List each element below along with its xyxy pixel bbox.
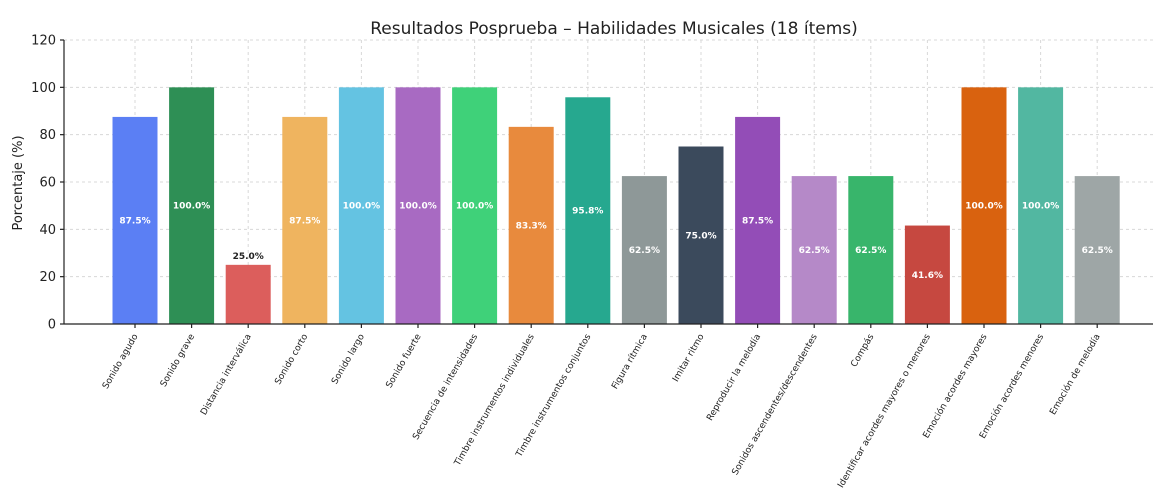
y-tick-label: 0 [48,318,56,333]
bar [791,176,837,324]
y-tick-label: 120 [31,34,56,49]
data-label: 100.0% [965,202,1003,212]
y-tick-label: 40 [39,223,56,238]
bar [621,176,667,324]
bar [338,87,384,324]
bar [169,87,215,324]
x-tick-label: Emoción acordes mayores [921,332,990,441]
data-label: 87.5% [289,216,320,226]
bar [112,116,158,325]
data-label: 100.0% [343,202,381,212]
x-tick-label: Compás [849,332,876,369]
data-label: 62.5% [799,246,830,256]
x-tick-label: Emoción acordes menores [977,332,1046,441]
x-tick-label: Imitar ritmo [671,332,707,384]
data-label: 62.5% [629,246,660,256]
x-tick-label: Sonido fuerte [385,332,424,390]
bar [508,126,554,325]
bar [1074,176,1120,324]
x-tick-label: Emoción de melodía [1047,332,1102,417]
y-tick-label: 80 [39,128,56,143]
data-label: 87.5% [119,216,150,226]
data-label: 100.0% [399,202,437,212]
data-label: 100.0% [456,202,494,212]
x-tick-label: Distancia interválica [199,333,254,418]
data-label: 25.0% [233,252,264,262]
bar [395,87,441,324]
data-labels: 87.5% 100.0% 25.0% 87.5% 100.0% 100.0% 100.0% 8… [119,202,1112,281]
x-tick-label: Sonido corto [273,332,310,387]
data-label: 100.0% [1022,202,1060,212]
x-tick-label: Sonido agudo [101,332,141,391]
bar [282,116,328,325]
x-tick-label: Figura rítmica [610,333,650,392]
axes [60,39,1153,328]
x-tick-label: Secuencia de intensidades [411,332,480,442]
data-label: 87.5% [742,216,773,226]
y-tick-label: 100 [31,81,56,96]
chart-title: Resultados Posprueba – Habilidades Music… [370,19,858,39]
x-tick-label: Sonido grave [159,332,198,389]
bar [678,146,724,324]
bar [848,176,894,324]
data-label: 100.0% [173,202,211,212]
bar [565,97,611,324]
x-tick-label: Reproducir la melodía [705,333,763,423]
data-label: 83.3% [516,221,547,231]
data-label: 41.6% [912,271,943,281]
x-tick-label: Sonido largo [330,332,367,386]
bars [112,87,1120,325]
bar [904,225,950,324]
bar [735,116,781,325]
y-tick-label: 60 [39,176,56,191]
y-tick-label: 20 [39,270,56,285]
data-label: 62.5% [1082,246,1113,256]
x-tick-label: Identificar acordes mayores o menores [836,332,933,490]
bar [452,87,498,324]
bar [961,87,1007,324]
data-label: 75.0% [685,231,716,241]
data-label: 95.8% [572,207,603,217]
y-axis-label: Porcentaje (%) [11,135,26,230]
data-label: 62.5% [855,246,886,256]
bar [1018,87,1064,324]
x-tick-labels: Sonido agudo Sonido grave Distancia interv… [101,332,1103,490]
y-tick-labels: 0 20 40 60 80 100 120 [31,34,56,333]
bar [225,264,271,324]
